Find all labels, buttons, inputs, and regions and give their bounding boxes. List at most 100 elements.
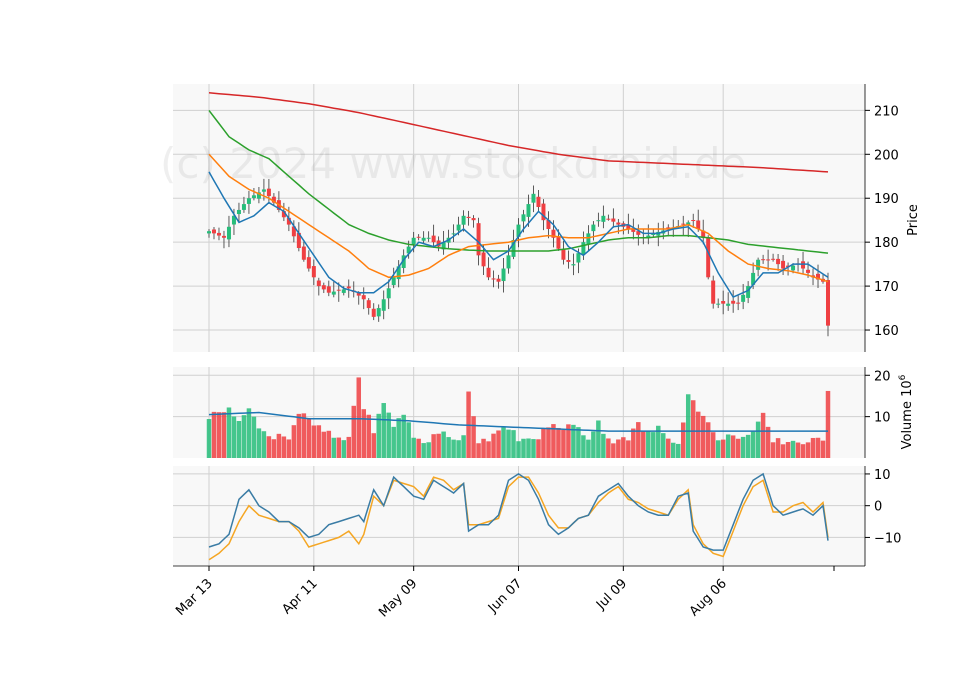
volume-bar <box>356 377 362 458</box>
candle-body <box>531 193 536 203</box>
volume-bar <box>770 442 776 458</box>
volume-bar <box>715 440 721 458</box>
candle-body <box>536 196 541 208</box>
ma-200-line <box>208 92 829 173</box>
volume-bar <box>720 439 726 458</box>
volume-bar <box>690 400 696 458</box>
volume-bar <box>446 437 451 458</box>
candle-body <box>496 278 501 282</box>
volume-bar <box>591 431 596 458</box>
candle-body <box>281 211 286 218</box>
volume-bar <box>361 409 366 458</box>
volume-bar <box>391 426 396 458</box>
candle-body <box>301 246 306 260</box>
candle-body <box>606 218 611 220</box>
volume-bar <box>700 415 706 458</box>
volume-bar <box>346 436 352 458</box>
candle-body <box>631 228 636 232</box>
volume-bar <box>266 436 272 458</box>
volume-bar <box>725 434 731 458</box>
candle-body <box>481 252 486 267</box>
volume-bar <box>336 437 342 458</box>
candle-body <box>346 286 351 289</box>
candle-body <box>716 303 721 305</box>
volume-bar <box>551 424 556 458</box>
candle-body <box>791 265 796 271</box>
candle-body <box>781 260 786 269</box>
candle-body <box>636 231 641 235</box>
volume-bar <box>286 439 292 458</box>
volume-bar <box>606 438 611 458</box>
candle-body <box>451 233 456 235</box>
volume-bar <box>675 443 681 458</box>
price-y-tick-label: 160 <box>874 324 899 339</box>
candle-body <box>311 266 316 278</box>
volume-bar <box>795 442 801 458</box>
volume-bar <box>765 426 771 458</box>
volume-bar <box>546 427 551 458</box>
x-tick-label: Jun 07 <box>485 576 525 616</box>
candle-body <box>441 242 446 250</box>
candle-body <box>691 220 696 222</box>
candle-body <box>331 291 336 295</box>
candle-body <box>226 226 231 240</box>
volume-bar <box>421 443 426 458</box>
volume-bar <box>276 433 282 458</box>
volume-bar <box>680 422 686 458</box>
candle-body <box>386 288 391 299</box>
volume-bar <box>386 412 391 458</box>
candle-body <box>251 195 256 199</box>
candle-body <box>476 223 481 256</box>
volume-bar <box>306 418 312 458</box>
candle-body <box>571 264 576 266</box>
volume-bar <box>735 438 741 458</box>
volume-bar <box>316 425 322 458</box>
candle-body <box>726 303 731 306</box>
volume-bar <box>730 435 736 458</box>
volume-bar <box>616 439 621 458</box>
volume-bar <box>311 425 317 458</box>
volume-bar <box>321 431 327 458</box>
volume-bar <box>441 431 446 458</box>
candle-body <box>701 230 706 238</box>
x-tick-label: Aug 06 <box>687 576 730 619</box>
volume-bar <box>471 416 476 458</box>
oscillator-panel <box>208 472 829 561</box>
volume-bar <box>501 427 506 458</box>
volume-bar <box>371 433 376 458</box>
volume-bar <box>206 419 212 458</box>
volume-bar <box>626 440 631 458</box>
volume-bar <box>431 434 436 458</box>
volume-bar <box>436 433 441 458</box>
volume-bar <box>750 431 756 458</box>
volume-bar <box>221 412 227 458</box>
volume-bar <box>820 440 826 458</box>
volume-bar <box>291 425 297 458</box>
candle-body <box>581 242 586 255</box>
volume-bar <box>416 438 421 458</box>
candle-body <box>826 280 830 326</box>
volume-bar <box>745 434 751 458</box>
volume-bar <box>666 438 671 458</box>
volume-panel <box>206 377 831 458</box>
volume-bar <box>261 431 267 458</box>
volume-bar <box>481 438 486 458</box>
candle-body <box>471 218 476 221</box>
volume-bar <box>406 422 411 458</box>
candle-body <box>286 217 291 225</box>
candle-body <box>751 272 756 285</box>
candle-body <box>801 261 806 269</box>
volume-y-tick-label: 20 <box>874 369 891 384</box>
candle-body <box>296 232 301 249</box>
volume-bar <box>636 422 641 458</box>
candle-body <box>616 222 621 225</box>
volume-bar <box>411 437 416 458</box>
volume-bar <box>516 441 521 458</box>
volume-bar <box>695 411 701 458</box>
volume-bar <box>216 412 222 458</box>
candle-body <box>776 258 781 265</box>
candle-body <box>411 237 416 245</box>
volume-bar <box>815 437 821 458</box>
candle-body <box>546 219 551 229</box>
candle-body <box>646 235 651 239</box>
